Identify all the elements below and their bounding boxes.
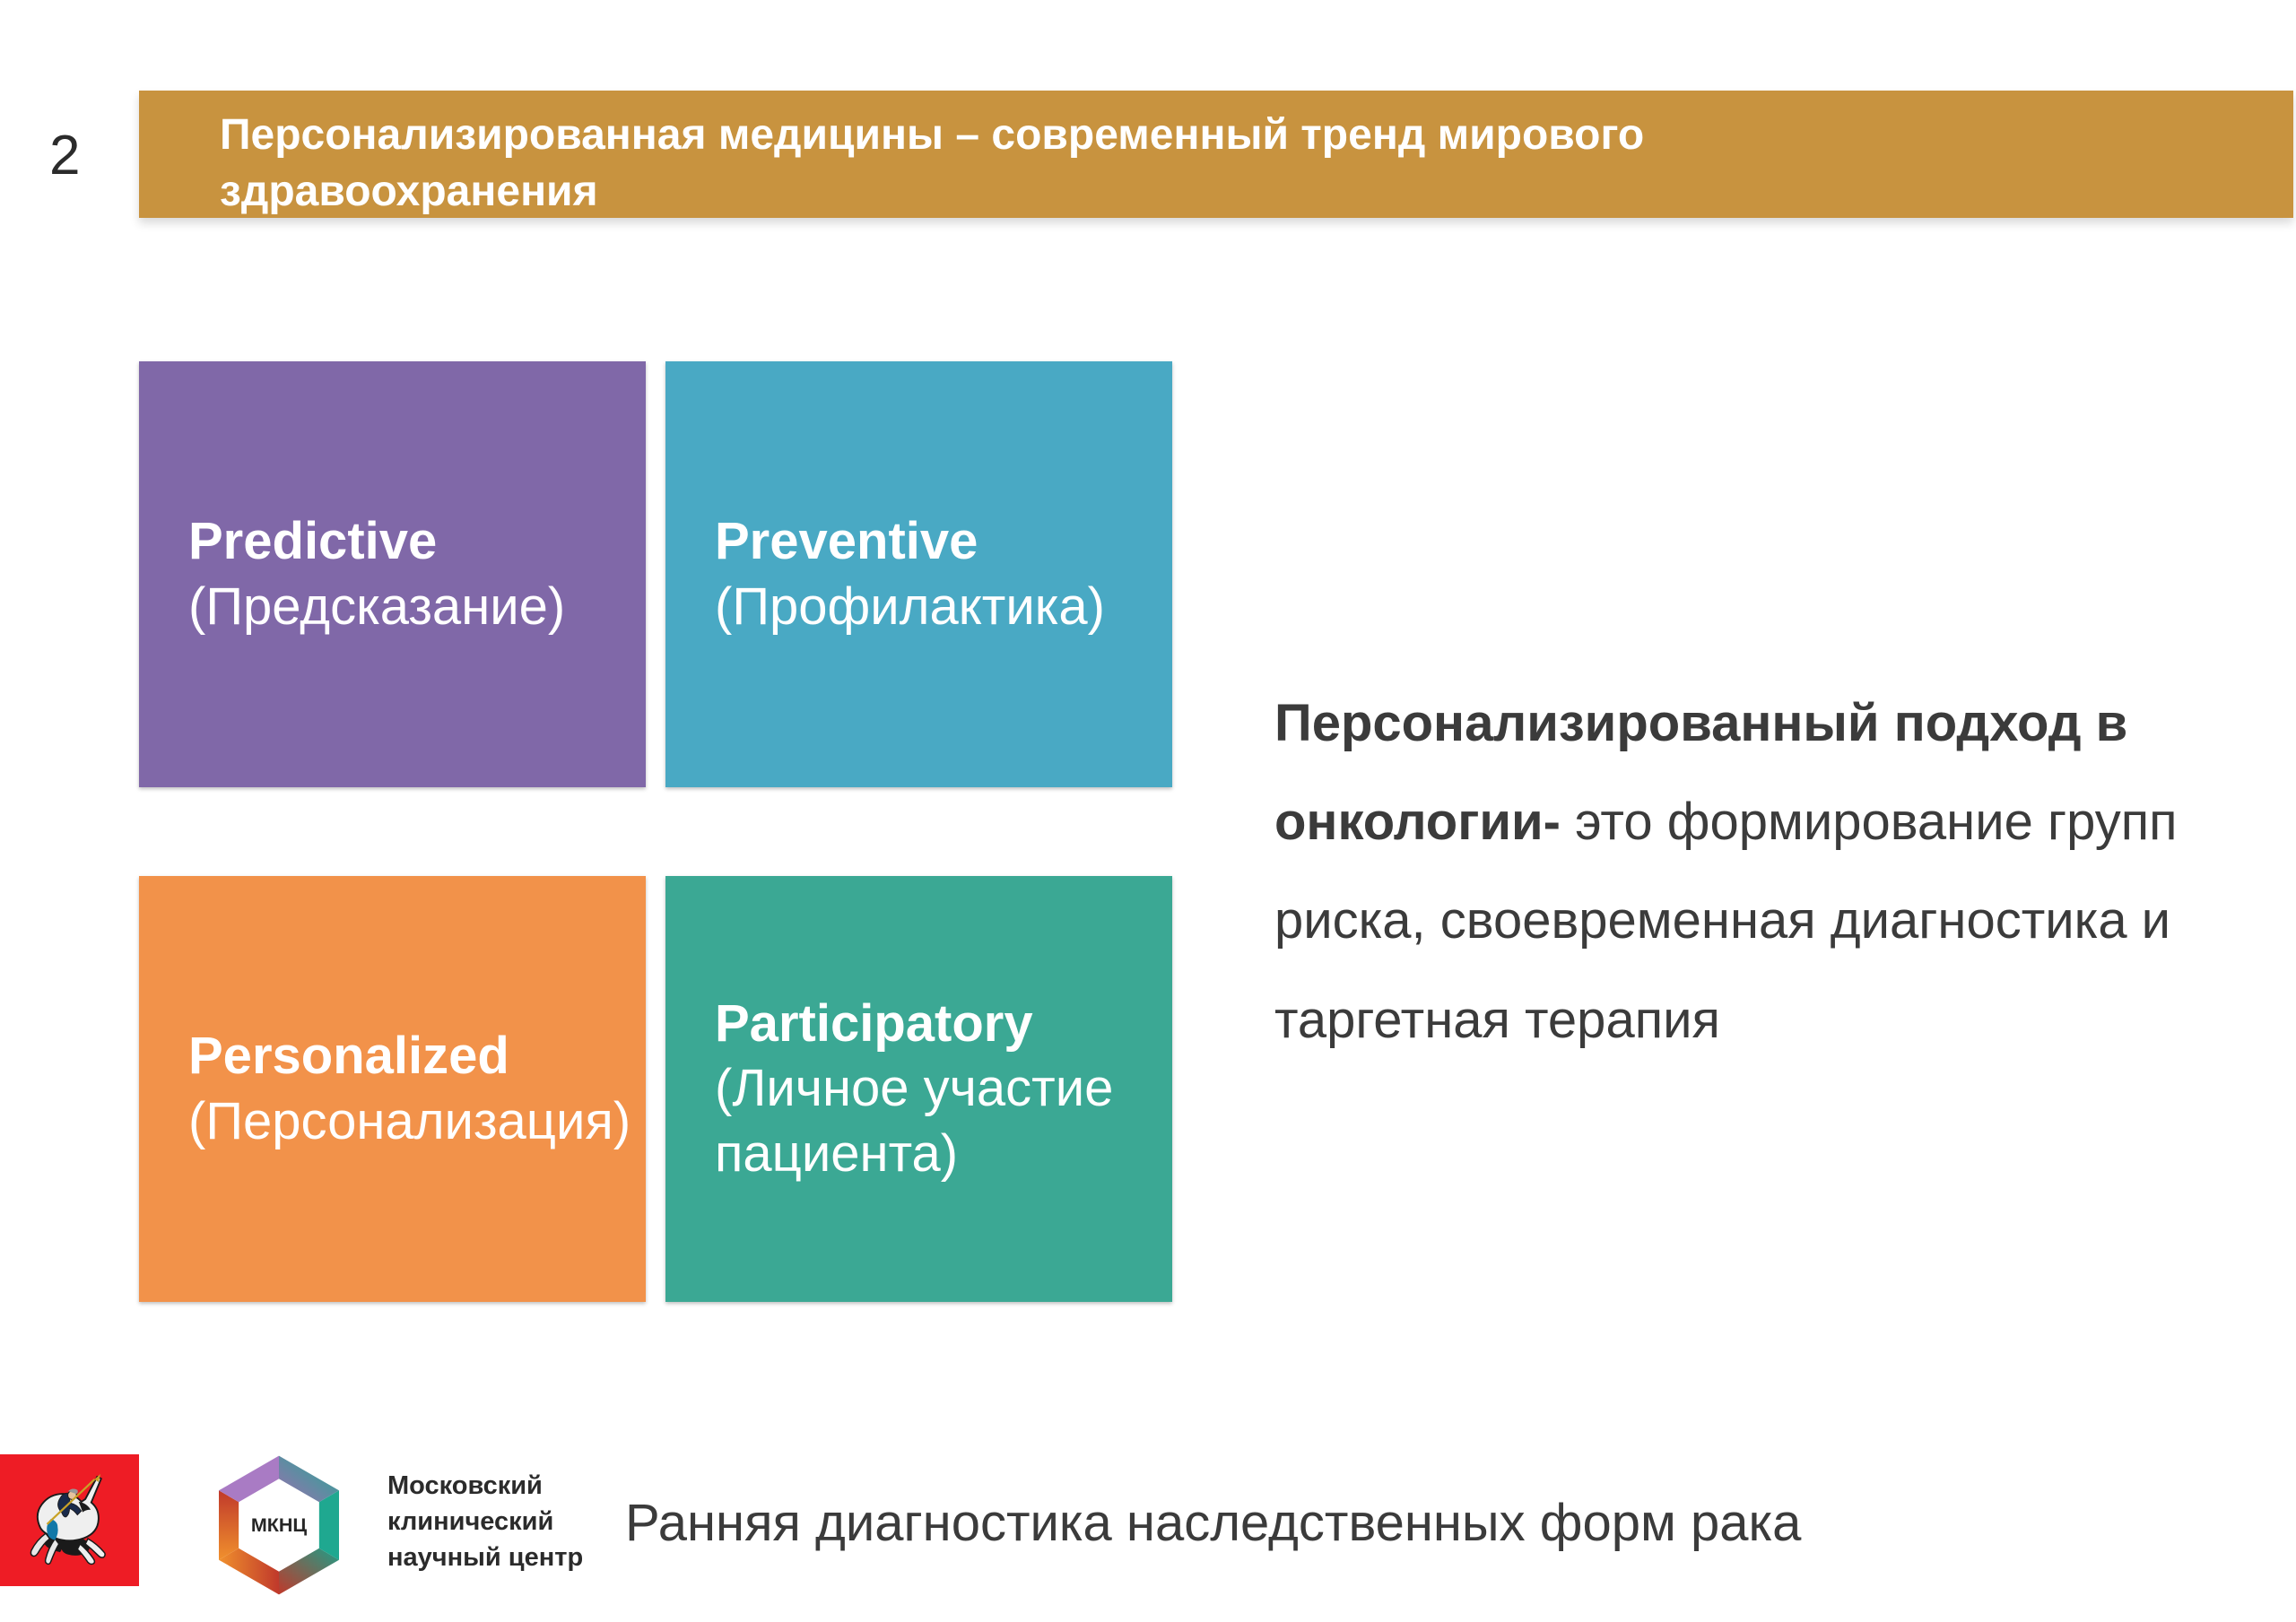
svg-text:МКНЦ: МКНЦ [251, 1514, 308, 1536]
